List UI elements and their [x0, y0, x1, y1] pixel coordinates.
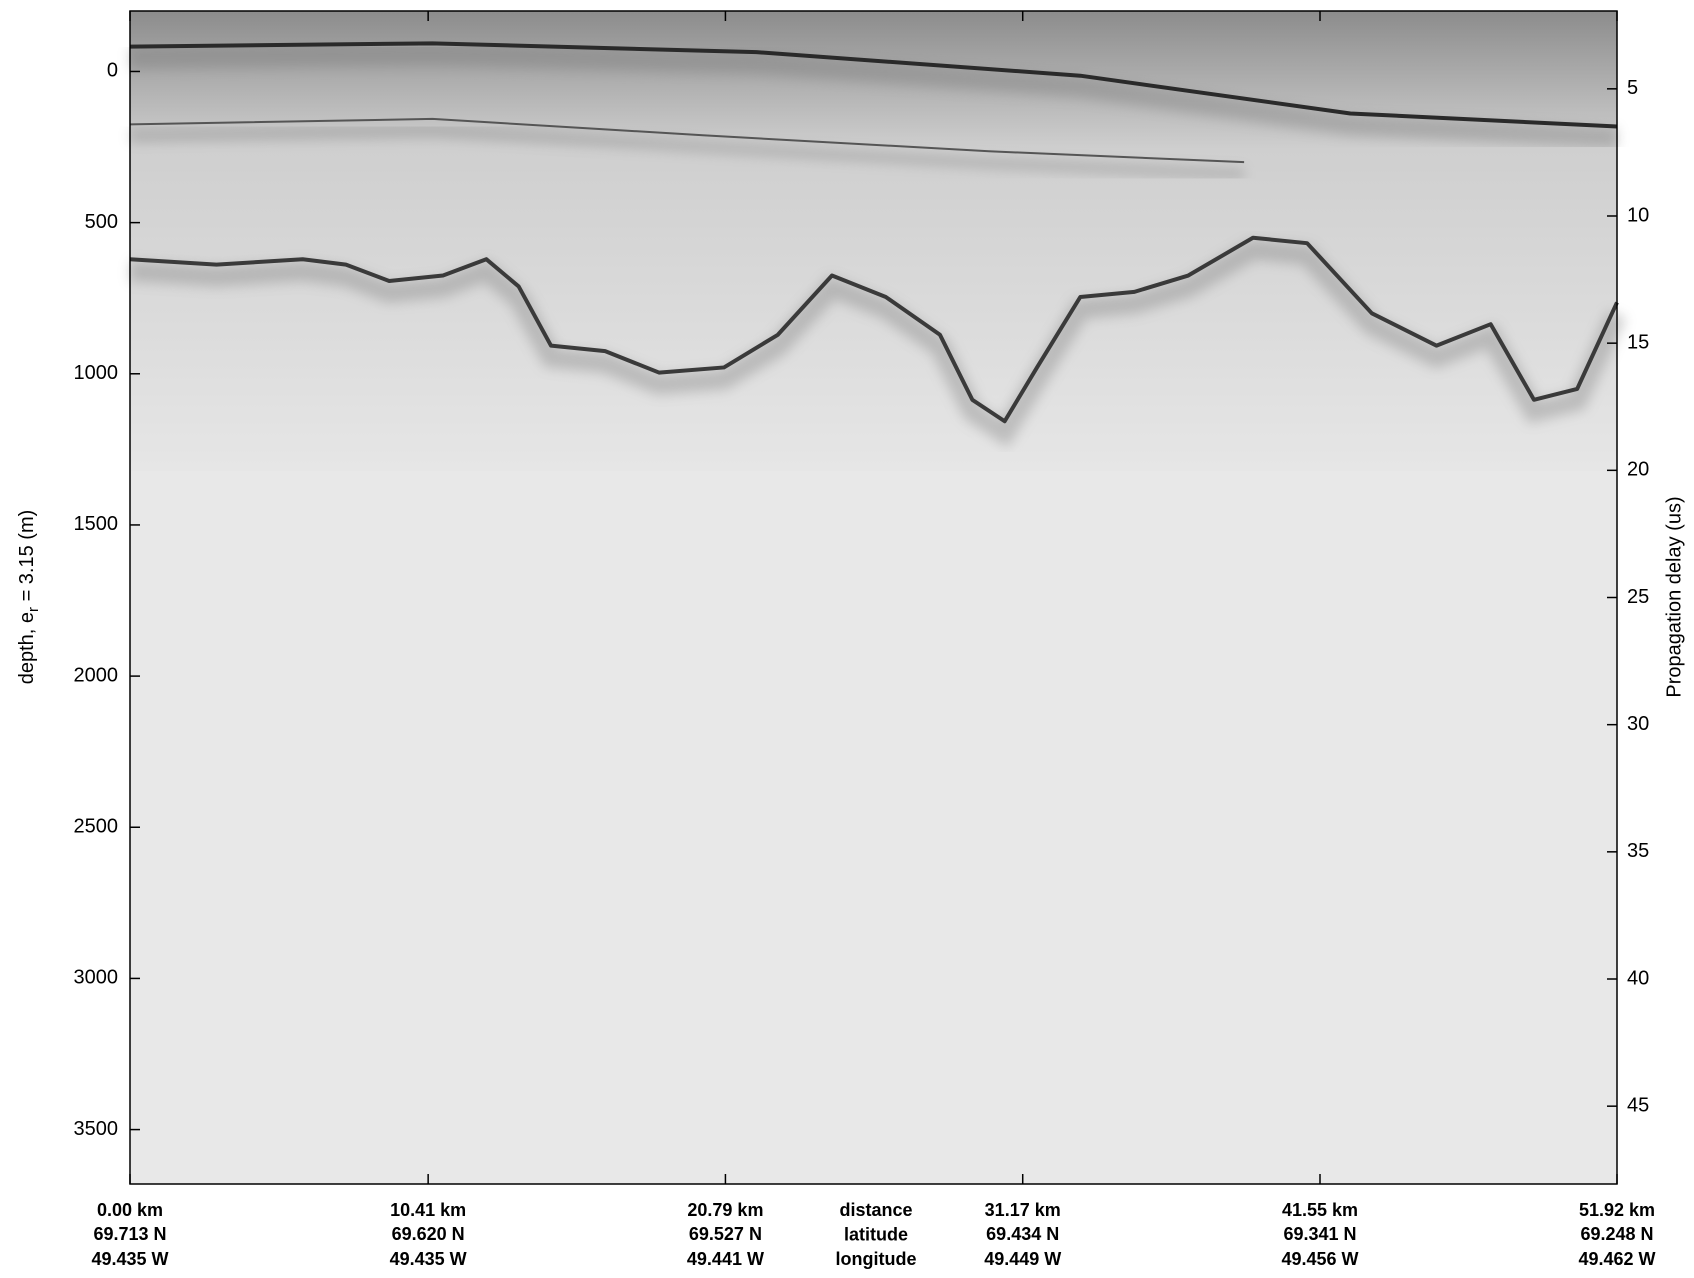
- y2-tick-label: 20: [1627, 459, 1649, 481]
- y-tick-label: 1500: [74, 513, 119, 535]
- y-tick-label: 3000: [74, 967, 119, 989]
- longitude-label: 49.435 W: [91, 1249, 168, 1269]
- y-tick-label: 0: [107, 60, 118, 82]
- longitude-label: 49.435 W: [390, 1249, 467, 1269]
- longitude-label: 49.462 W: [1578, 1249, 1655, 1269]
- row-title: latitude: [844, 1224, 908, 1244]
- latitude-label: 69.527 N: [689, 1224, 762, 1244]
- x-tick-label: 51.92 km: [1579, 1200, 1655, 1220]
- longitude-label: 49.441 W: [687, 1249, 764, 1269]
- latitude-label: 69.713 N: [93, 1224, 166, 1244]
- y2-axis-label: Propagation delay (us): [1663, 496, 1685, 697]
- latitude-label: 69.620 N: [392, 1224, 465, 1244]
- y-label-part: = 3.15 (m): [16, 510, 38, 607]
- reflector-shadow: [129, 45, 1618, 149]
- row-title: longitude: [836, 1249, 917, 1269]
- y2-tick-label: 35: [1627, 840, 1649, 862]
- reflector-line: [129, 41, 1618, 129]
- row-title: distance: [839, 1200, 912, 1220]
- x-tick-label: 10.41 km: [390, 1200, 466, 1220]
- y-tick-label: 1000: [74, 362, 119, 384]
- longitude-label: 49.449 W: [984, 1249, 1061, 1269]
- reflector-line: [129, 117, 1245, 164]
- y2-tick-label: 40: [1627, 967, 1649, 989]
- y-tick-label: 3500: [74, 1118, 119, 1140]
- y2-tick-label: 45: [1627, 1094, 1649, 1116]
- reflector-line: [129, 235, 1619, 424]
- reflector-shadow: [129, 125, 1245, 180]
- y-label-part: depth, e: [16, 612, 38, 684]
- y2-tick-label: 10: [1627, 204, 1649, 226]
- latitude-label: 69.248 N: [1580, 1224, 1653, 1244]
- y-tick-label: 2000: [74, 664, 119, 686]
- latitude-label: 69.341 N: [1283, 1224, 1356, 1244]
- x-tick-label: 41.55 km: [1282, 1200, 1358, 1220]
- x-tick-label: 31.17 km: [985, 1200, 1061, 1220]
- y2-tick-label: 15: [1627, 331, 1649, 353]
- y-label-subscript: r: [25, 607, 42, 612]
- reflector-shadow: [129, 239, 1627, 448]
- y-axis-label: depth, er = 3.15 (m): [16, 510, 42, 685]
- y2-tick-label: 5: [1627, 77, 1638, 99]
- x-tick-label: 20.79 km: [687, 1200, 763, 1220]
- x-tick-label: 0.00 km: [97, 1200, 163, 1220]
- latitude-label: 69.434 N: [986, 1224, 1059, 1244]
- y2-tick-label: 25: [1627, 586, 1649, 608]
- ice-shading: [130, 11, 1617, 471]
- y-tick-label: 2500: [74, 816, 119, 838]
- y2-tick-label: 30: [1627, 713, 1649, 735]
- y-tick-label: 500: [85, 211, 118, 233]
- longitude-label: 49.456 W: [1281, 1249, 1358, 1269]
